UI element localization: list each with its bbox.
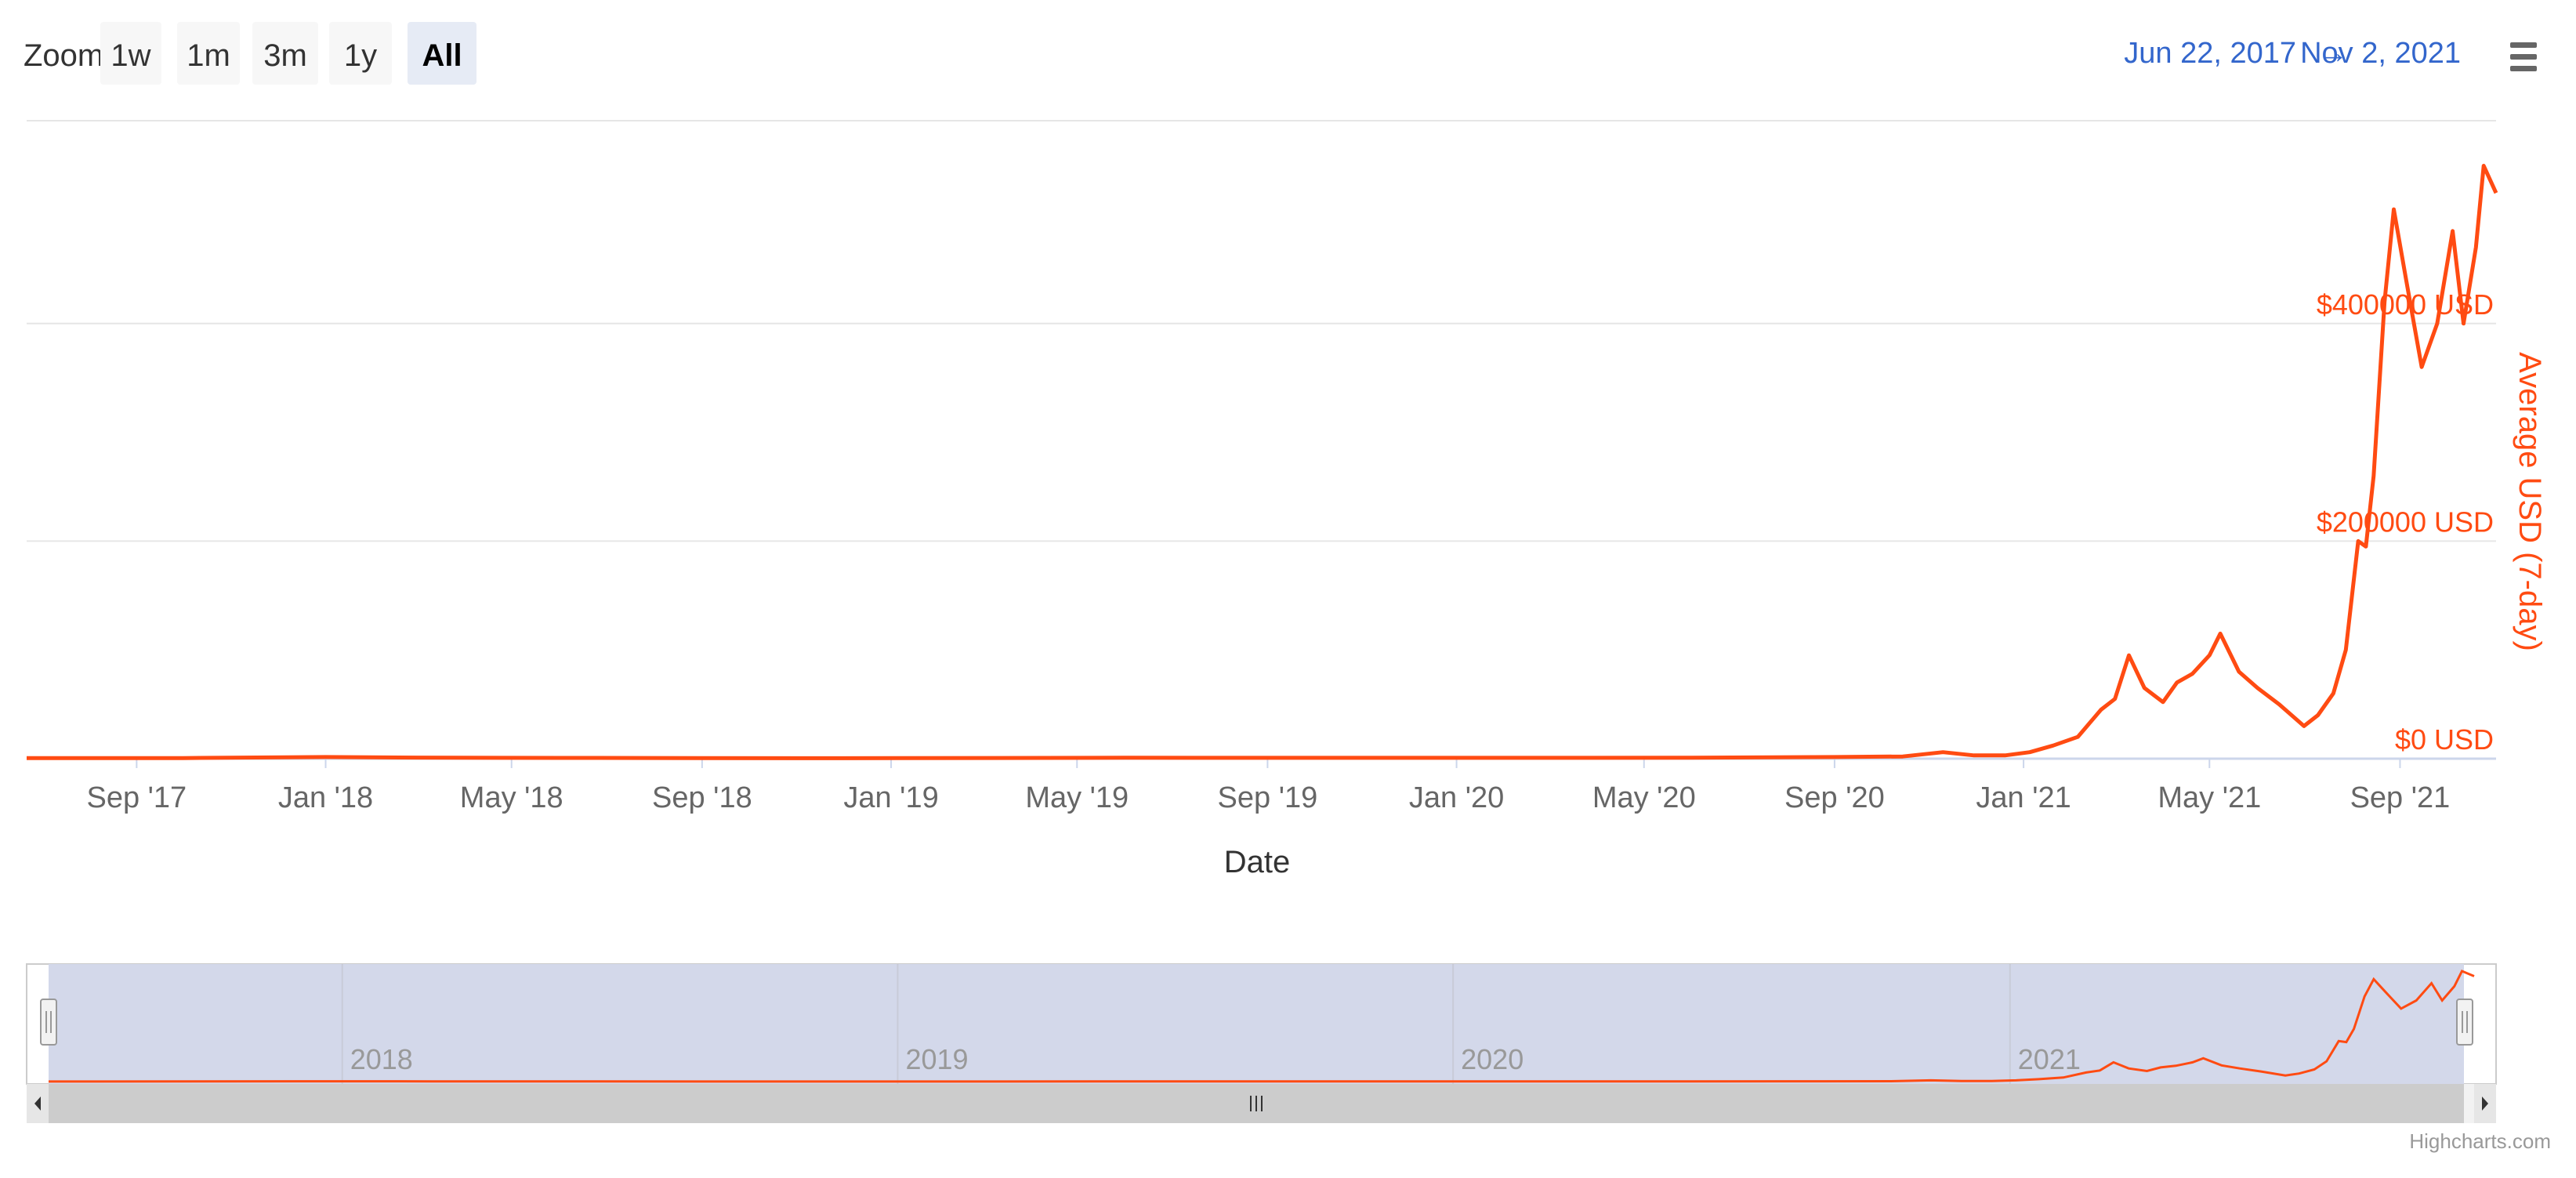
x-tick-label: Jan '20 xyxy=(1409,781,1504,814)
y-axis-title: Average USD (7-day) xyxy=(2513,352,2547,651)
y-axis: $0 USD$200000 USD$400000 USD xyxy=(2317,288,2494,756)
navigator-selection[interactable] xyxy=(49,964,2464,1084)
x-tick-label: May '21 xyxy=(2158,781,2261,814)
navigator-left-handle[interactable] xyxy=(40,999,57,1046)
range-to-text[interactable]: Nov 2, 2021 xyxy=(2300,37,2461,70)
y-tick-label: $200000 USD xyxy=(2317,506,2494,538)
x-tick-label: Sep '18 xyxy=(652,781,752,814)
zoom-label: Zoom xyxy=(24,38,103,73)
zoom-button-label: 1y xyxy=(344,38,377,73)
zoom-toolbar: Zoom 1w 1m 3m 1y All xyxy=(24,22,476,85)
gridlines xyxy=(27,322,2496,760)
zoom-button-1y[interactable]: 1y xyxy=(329,22,392,85)
navigator-right-handle[interactable] xyxy=(2456,999,2473,1046)
x-axis-title: Date xyxy=(1224,845,1291,879)
x-tick-label: Jan '19 xyxy=(843,781,938,814)
x-tick-label: May '19 xyxy=(1025,781,1129,814)
arrow-right-icon xyxy=(2482,1096,2488,1111)
zoom-button-3m[interactable]: 3m xyxy=(252,22,318,85)
y-tick-label: $0 USD xyxy=(2395,723,2494,756)
zoom-button-label: All xyxy=(422,38,462,73)
zoom-button-label: 3m xyxy=(263,38,307,73)
scrollbar-grip-icon xyxy=(1250,1096,1263,1111)
date-range-display: Jun 22, 2017 → Nov 2, 2021 xyxy=(2124,37,2461,70)
zoom-button-1m[interactable]: 1m xyxy=(177,22,240,85)
scrollbar[interactable] xyxy=(27,1084,2496,1123)
range-arrow: → xyxy=(2318,37,2348,70)
zoom-button-label: 1m xyxy=(187,38,230,73)
zoom-button-label: 1w xyxy=(111,38,150,73)
arrow-left-icon xyxy=(34,1096,41,1111)
scroll-left-button[interactable] xyxy=(27,1084,49,1123)
series-line xyxy=(26,164,2498,760)
credits-link[interactable]: Highcharts.com xyxy=(2409,1129,2551,1153)
x-axis: Sep '17 Jan '18 May '18 Sep '18 Jan '19 May '… xyxy=(87,759,2451,814)
navigator-year-label: 2019 xyxy=(905,1043,968,1075)
zoom-button-all[interactable]: All xyxy=(408,22,476,85)
x-tick-label: Sep '21 xyxy=(2350,781,2451,814)
navigator-grid: 2018 2019 2020 2021 xyxy=(341,964,2081,1084)
hamburger-menu-icon[interactable] xyxy=(2504,36,2543,82)
x-tick-label: Jan '21 xyxy=(1976,781,2071,814)
navigator-year-label: 2021 xyxy=(2018,1043,2081,1075)
x-tick-label: Sep '19 xyxy=(1218,781,1318,814)
navigator: 2018 2019 2020 2021 xyxy=(26,963,2497,1085)
x-tick-label: Sep '17 xyxy=(87,781,187,814)
range-from-text[interactable]: Jun 22, 2017 xyxy=(2124,37,2296,70)
navigator-year-label: 2020 xyxy=(1461,1043,1523,1075)
x-tick-label: May '20 xyxy=(1592,781,1696,814)
x-tick-label: Jan '18 xyxy=(278,781,373,814)
x-tick-label: May '18 xyxy=(460,781,563,814)
navigator-year-label: 2018 xyxy=(350,1043,413,1075)
zoom-button-1w[interactable]: 1w xyxy=(100,22,161,85)
navigator-series xyxy=(48,970,2475,1083)
scroll-right-button[interactable] xyxy=(2474,1084,2496,1123)
x-tick-label: Sep '20 xyxy=(1784,781,1885,814)
